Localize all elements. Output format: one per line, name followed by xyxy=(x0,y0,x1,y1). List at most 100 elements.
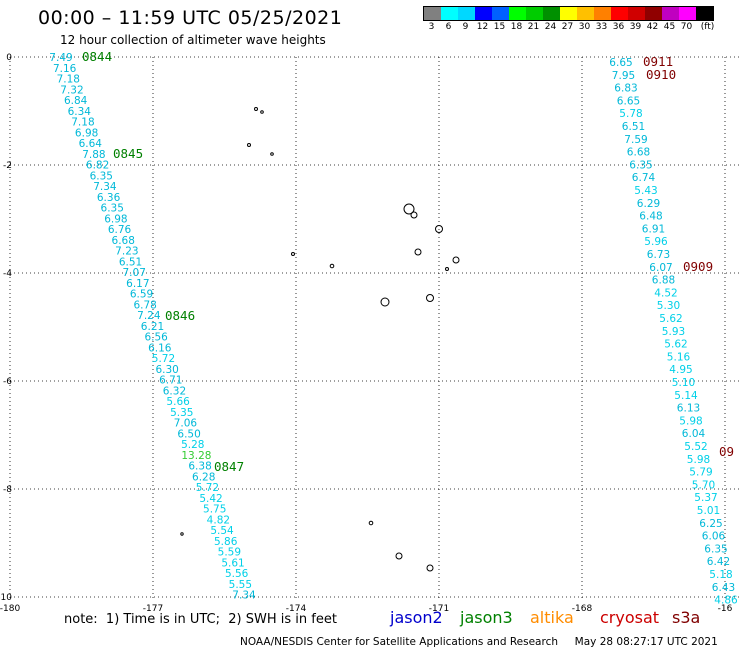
wave-height-value: 5.75 xyxy=(203,504,226,516)
wave-height-value: 5.37 xyxy=(694,492,717,504)
wave-height-value: 6.88 xyxy=(652,275,675,287)
wave-height-value: 6.35 xyxy=(90,170,113,182)
wave-height-value: 5.98 xyxy=(687,454,710,466)
pass-time-label: 0909 xyxy=(683,259,713,274)
legend-swatch xyxy=(577,7,594,20)
island-outline xyxy=(291,252,295,256)
wave-height-value: 6.32 xyxy=(163,385,186,397)
y-tick-label: -10 xyxy=(0,593,12,603)
wave-height-value: 6.28 xyxy=(192,471,215,483)
island-outline xyxy=(403,203,415,215)
legend-swatch xyxy=(492,7,509,20)
wave-height-value: 6.21 xyxy=(141,321,164,333)
pass-time-label: 0846 xyxy=(165,308,195,323)
island-outline xyxy=(329,263,335,269)
legend-swatch xyxy=(594,7,611,20)
satellite-track-s3a: 6.657.956.836.655.786.517.596.686.356.74… xyxy=(609,54,738,607)
island-outline xyxy=(426,294,434,302)
wave-height-value: 7.18 xyxy=(71,117,94,129)
island-outlines xyxy=(180,107,460,572)
wave-height-value: 6.98 xyxy=(75,127,98,139)
wave-height-value: 5.16 xyxy=(667,351,691,363)
wave-height-value: 6.50 xyxy=(177,428,200,440)
legend-label: 24 xyxy=(544,22,557,32)
island-outline xyxy=(380,297,390,307)
wave-height-value: 6.71 xyxy=(159,375,182,387)
wave-height-value: 5.43 xyxy=(634,185,657,197)
wave-height-value: 7.59 xyxy=(624,134,647,146)
legend-swatch xyxy=(662,7,679,20)
island-outline xyxy=(426,564,434,572)
legend-label: 45 xyxy=(663,22,676,32)
wave-height-value: 5.42 xyxy=(199,493,222,505)
wave-height-value: 6.59 xyxy=(130,289,153,301)
axis-ticks: -180 -177 -174 -171 -168 -16 0 -2 -4 -6 -8 -10 xyxy=(0,53,733,614)
sat-label-cryosat: cryosat xyxy=(600,608,660,627)
legend-swatch xyxy=(560,7,577,20)
legend-label: 30 xyxy=(578,22,591,32)
legend-swatch xyxy=(458,7,475,20)
wave-height-value: 6.04 xyxy=(682,428,706,440)
wave-height-value: 6.91 xyxy=(642,223,665,235)
island-outline xyxy=(368,520,374,526)
wave-height-value: 6.13 xyxy=(677,403,700,415)
units-note: note: 1) Time is in UTC; 2) SWH is in fe… xyxy=(64,612,337,627)
wave-height-value: 6.43 xyxy=(712,582,735,594)
sat-label-s3a: s3a xyxy=(672,608,701,627)
wave-height-value: 6.78 xyxy=(133,299,156,311)
wave-height-value: 6.84 xyxy=(64,95,88,107)
legend-label: 27 xyxy=(561,22,574,32)
legend-swatch xyxy=(441,7,458,20)
legend-label: 12 xyxy=(476,22,489,32)
legend-label: 42 xyxy=(646,22,659,32)
legend-label: 36 xyxy=(612,22,625,32)
wave-height-value: 6.82 xyxy=(86,160,109,172)
wave-height-value: 6.51 xyxy=(119,256,142,268)
island-outline xyxy=(435,225,443,233)
legend-swatch xyxy=(543,7,560,20)
legend-label: 21 xyxy=(527,22,540,32)
wave-height-value: 6.35 xyxy=(629,159,652,171)
wave-height-value: 5.28 xyxy=(181,439,204,451)
wave-height-value: 7.34 xyxy=(232,590,256,602)
island-outline xyxy=(260,110,264,114)
wave-height-value: 6.48 xyxy=(639,211,662,223)
island-outline xyxy=(180,532,184,536)
wave-height-value: 5.10 xyxy=(672,377,695,389)
wave-height-value: 5.93 xyxy=(662,326,685,338)
x-tick-label: -168 xyxy=(572,604,593,614)
island-outline xyxy=(247,143,251,147)
y-tick-label: -2 xyxy=(3,161,12,171)
wave-height-value: 6.17 xyxy=(126,278,149,290)
wave-height-value: 5.86 xyxy=(214,536,238,548)
wave-height-value: 7.23 xyxy=(115,246,138,258)
legend-label: 3 xyxy=(428,22,435,32)
wave-height-value: 7.18 xyxy=(57,74,80,86)
wave-height-value: 7.32 xyxy=(60,84,83,96)
wave-height-value: 6.65 xyxy=(609,57,632,69)
wave-height-value: 6.35 xyxy=(704,543,727,555)
wave-height-value: 7.34 xyxy=(93,181,117,193)
x-tick-label: -177 xyxy=(143,604,163,614)
island-outline xyxy=(452,256,460,264)
y-tick-label: -4 xyxy=(3,269,12,279)
wave-height-value: 7.16 xyxy=(53,63,77,75)
legend-swatch xyxy=(424,7,441,20)
wave-height-value: 5.79 xyxy=(689,467,712,479)
legend-swatch xyxy=(679,7,696,20)
wave-height-value: 6.42 xyxy=(707,556,730,568)
wave-height-value: 6.30 xyxy=(155,364,178,376)
x-tick-label: -171 xyxy=(429,604,449,614)
grid-lines xyxy=(9,56,740,600)
wave-height-value: 6.56 xyxy=(144,332,168,344)
wave-height-value: 5.18 xyxy=(709,569,732,581)
wave-height-value: 4.95 xyxy=(669,364,692,376)
pass-time-label: 0910 xyxy=(646,67,676,82)
legend-label: 15 xyxy=(493,22,506,32)
wave-height-value: 6.68 xyxy=(627,147,650,159)
legend-label: 6 xyxy=(445,22,452,32)
wave-height-value: 5.52 xyxy=(684,441,707,453)
wave-height-value: 5.55 xyxy=(229,579,252,591)
wave-height-value: 7.07 xyxy=(123,267,146,279)
